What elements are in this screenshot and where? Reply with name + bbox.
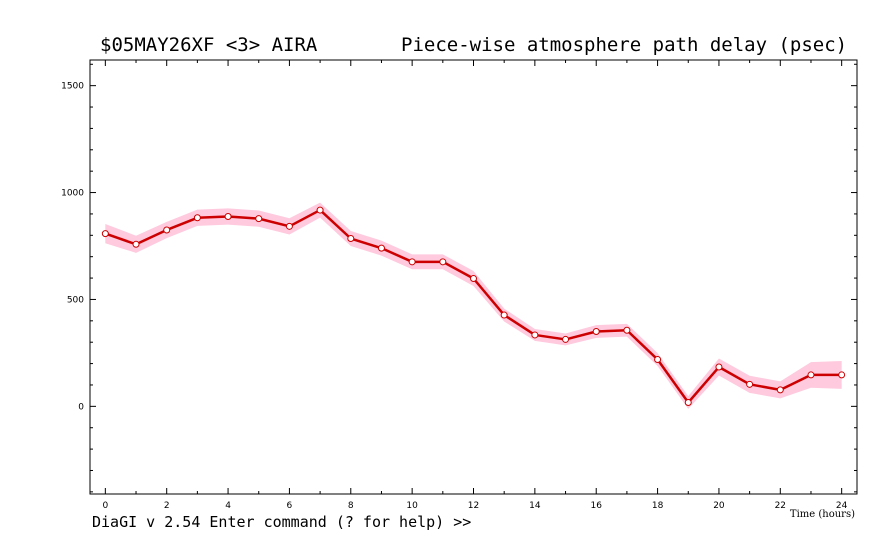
y-tick-label: 1000 [61, 189, 84, 199]
x-tick-label: 14 [529, 501, 541, 511]
data-point [101, 230, 109, 238]
plot-title: Piece-wise atmosphere path delay (psec) [401, 34, 848, 56]
x-tick-label: 8 [348, 501, 354, 511]
data-point [470, 274, 477, 282]
data-point [654, 356, 662, 364]
data-point [531, 331, 539, 339]
data-point [746, 380, 754, 388]
x-tick-label: 12 [468, 501, 479, 511]
x-tick-label: 2 [164, 501, 170, 511]
experiment-title: $05MAY26XF <3> AIRA [100, 34, 318, 56]
x-tick-label: 16 [590, 501, 602, 511]
x-tick-label: 22 [775, 501, 786, 511]
y-tick-label: 500 [67, 295, 84, 305]
command-prompt[interactable]: DiaGI v 2.54 Enter command (? for help) … [92, 513, 472, 531]
x-axis-label: Time (hours) [790, 509, 855, 520]
x-tick-label: 10 [406, 501, 418, 511]
data-point [807, 371, 815, 379]
data-point [193, 214, 201, 222]
data-point [224, 212, 232, 220]
x-tick-label: 24 [836, 501, 848, 511]
x-tick-label: 6 [287, 501, 293, 511]
data-point [562, 335, 570, 343]
x-tick-label: 18 [652, 501, 664, 511]
error-band [105, 202, 842, 409]
data-point [623, 326, 631, 334]
data-point [500, 311, 508, 319]
data-point [776, 386, 784, 394]
data-point [838, 371, 846, 379]
data-point [684, 398, 692, 406]
data-point [163, 226, 171, 234]
x-tick-label: 4 [225, 501, 231, 511]
y-tick-label: 1500 [61, 82, 84, 92]
y-tick-label: 0 [78, 402, 84, 412]
data-point [255, 215, 263, 223]
data-point [592, 328, 600, 336]
x-tick-label: 0 [102, 501, 108, 511]
data-point [347, 235, 355, 243]
x-tick-label: 20 [713, 501, 725, 511]
data-point [316, 206, 324, 214]
data-point [715, 363, 723, 371]
data-point [132, 240, 140, 248]
data-point [408, 258, 416, 266]
data-point [285, 222, 293, 230]
data-point [439, 258, 447, 266]
data-point [377, 244, 385, 252]
series-line [104, 208, 842, 404]
